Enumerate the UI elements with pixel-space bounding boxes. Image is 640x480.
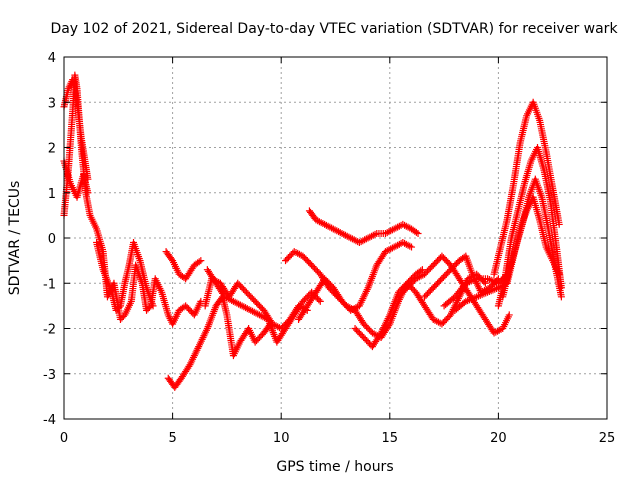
series-sat-k (295, 239, 416, 323)
data-point (195, 258, 203, 266)
y-tick-label: -2 (43, 323, 56, 338)
data-point (149, 302, 157, 310)
data-point (376, 331, 384, 339)
series-sat-a (60, 71, 205, 328)
data-point (197, 257, 205, 265)
y-tick-label: -3 (43, 368, 56, 383)
x-tick-label: 5 (168, 431, 176, 446)
data-point (555, 270, 563, 278)
data-point (145, 303, 153, 311)
data-point (316, 297, 324, 305)
series-sat-q (490, 98, 563, 278)
y-tick-label: -1 (43, 277, 56, 292)
series-sat-d (93, 239, 157, 314)
x-tick-label: 15 (382, 431, 399, 446)
grid-lines (64, 57, 607, 419)
data-points (60, 71, 565, 391)
series-sat-i (282, 248, 426, 342)
x-tick-label: 0 (60, 431, 68, 446)
data-point (555, 220, 563, 228)
y-tick-label: 1 (48, 187, 56, 202)
data-point (412, 228, 420, 236)
x-axis-label: GPS time / hours (276, 459, 393, 475)
x-tick-label: 25 (599, 431, 616, 446)
data-point (115, 303, 123, 311)
data-point (408, 243, 416, 251)
series-sat-t (503, 193, 563, 287)
series-sat-c (60, 157, 92, 201)
data-point (414, 229, 422, 237)
chart-title: Day 102 of 2021, Sidereal Day-to-day VTE… (50, 21, 618, 37)
x-tick-label: 20 (490, 431, 507, 446)
data-point (505, 311, 513, 319)
x-tick-label: 10 (273, 431, 290, 446)
data-point (315, 296, 323, 304)
data-point (557, 293, 565, 301)
series-sat-m (394, 252, 513, 337)
series-sat-b (60, 76, 92, 183)
y-tick-label: -4 (43, 413, 56, 428)
series-sat-f (162, 248, 205, 283)
axis-ticks: 0 5 10 15 20 25 -4 -3 -2 -1 0 1 2 3 4 (43, 51, 615, 446)
y-axis-label: SDTVAR / TECUs (7, 181, 23, 296)
y-tick-label: 0 (48, 232, 56, 247)
y-tick-label: 4 (48, 51, 56, 66)
data-point (84, 189, 92, 197)
y-tick-label: 2 (48, 142, 56, 157)
y-tick-label: 3 (48, 96, 56, 111)
data-point (185, 362, 193, 370)
series-sat-j (305, 207, 422, 247)
